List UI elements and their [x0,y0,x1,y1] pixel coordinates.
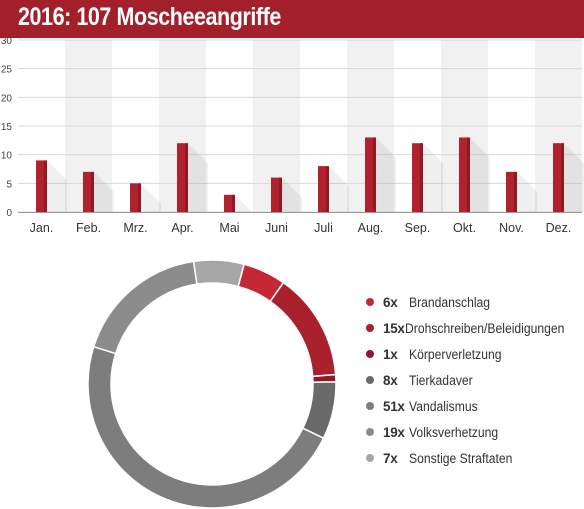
legend-dot [366,454,374,462]
legend-item: 15x Drohschreiben/Beleidigungen [366,315,582,341]
legend-dot [366,350,374,358]
bar-edge [467,137,470,212]
bar [36,160,47,212]
bar-shadow [47,160,67,212]
chart-title: 2016: 107 Moscheeangriffe [18,3,281,31]
x-tick-label: Juni [265,221,288,235]
legend-count: 7x [383,450,398,466]
donut-slice [311,373,337,384]
bar-edge [420,143,423,212]
legend-count: 1x [383,346,398,362]
legend-item: 6x Brandanschlag [366,289,582,315]
title-bar: 2016: 107 Moscheeangriffe [0,0,584,38]
bar-shadow [564,143,584,212]
y-tick-label: 15 [1,122,13,133]
bar [224,194,235,212]
bar-shadow [141,183,161,212]
legend-count: 19x [383,424,405,440]
bar-edge [279,177,282,212]
legend-count: 15x [383,320,405,336]
bar-edge [44,160,47,212]
x-tick-label: Mai [219,221,239,235]
legend-dot [366,428,374,436]
bar [83,171,94,212]
x-tick-label: Apr. [171,221,193,235]
bar-shadow [282,177,302,212]
legend-item: 1x Körperverletzung [366,341,582,367]
x-tick-label: Mrz. [123,221,147,235]
x-tick-label: Feb. [76,221,101,235]
bar-edge [373,137,376,212]
bar-edge [138,183,141,212]
y-tick-label: 10 [1,151,13,162]
bar [459,137,470,212]
legend-dot [366,376,374,384]
legend-label: Vandalismus [409,398,478,414]
x-tick-label: Jan. [30,221,54,235]
legend-item: 7x Sonstige Straftaten [366,445,582,471]
legend-item: 51x Vandalismus [366,393,582,419]
legend-count: 6x [383,294,398,310]
donut-slice [87,345,325,509]
x-tick-label: Sep. [405,221,431,235]
bar [553,143,564,212]
donut-slice [192,259,246,288]
legend-item: 8x Tierkadaver [366,367,582,393]
legend-label: Drohschreiben/Beleidigungen [404,320,565,336]
legend-label: Tierkadaver [409,372,473,388]
x-tick-label: Aug. [358,221,384,235]
bar [365,137,376,212]
donut-slice [92,260,198,355]
x-tick-label: Nov. [499,221,524,235]
donut-slice [269,281,337,378]
bar-shadow [94,171,114,212]
bar [271,177,282,212]
bar-shadow [423,143,443,212]
legend-dot [366,324,374,332]
bar-shadow [470,137,490,212]
bar [412,143,423,212]
y-tick-label: 5 [6,179,12,190]
y-tick-label: 20 [1,93,13,104]
y-tick-label: 0 [6,208,12,219]
bar-edge [185,143,188,212]
pie-legend: 6x Brandanschlag 15x Drohschreiben/Beleidi… [366,289,582,471]
y-tick-label: 25 [1,65,13,76]
legend-label: Körperverletzung [409,346,502,362]
legend-dot [366,402,374,410]
legend-item: 19x Volksverhetzung [366,419,582,445]
bar-shadow [329,166,349,212]
legend-label: Sonstige Straftaten [409,450,513,466]
legend-dot [366,298,374,306]
legend-count: 51x [383,398,405,414]
bar-shadow [188,143,208,212]
bar [506,171,517,212]
bar [130,183,141,212]
bar-shadow [517,171,537,212]
legend-label: Volksverhetzung [409,424,499,440]
legend-count: 8x [383,372,398,388]
bar-edge [514,171,517,212]
bar-shadow [235,194,255,215]
y-tick-label: 30 [1,36,13,47]
bar-edge [326,166,329,212]
bar-edge [232,194,235,212]
x-tick-label: Dez. [546,221,572,235]
x-tick-label: Juli [314,221,333,235]
bar-edge [91,171,94,212]
bar [318,166,329,212]
bar-edge [561,143,564,212]
legend-label: Brandanschlag [409,294,491,310]
x-tick-label: Okt. [453,221,476,235]
bar-shadow [376,137,396,212]
bar-chart: 0 5 10 15 20 25 30 Jan. Feb. Mrz. Apr. Mai Juni Juli A… [1,36,584,235]
bar [177,143,188,212]
